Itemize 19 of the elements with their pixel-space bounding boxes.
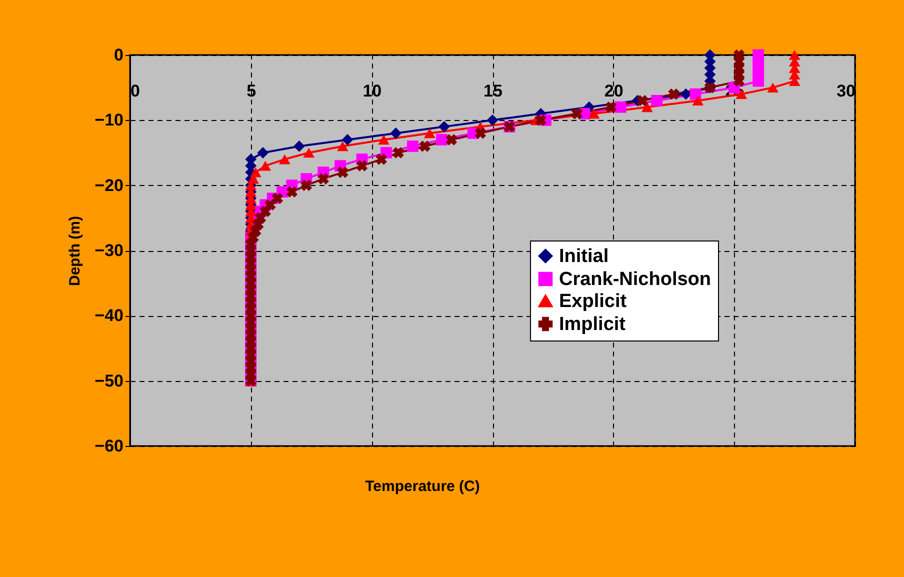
y-tick-label: −10 (94, 110, 124, 130)
x-tick-label: 0 (130, 82, 140, 100)
legend-label: Initial (559, 246, 609, 267)
y-tick-label: −30 (94, 241, 124, 260)
legend-label: Crank-Nicholson (559, 269, 712, 290)
y-tick-label: −20 (94, 176, 124, 195)
x-tick-label: 10 (362, 82, 382, 100)
y-tick-label: −60 (94, 436, 124, 456)
x-axis-title: Temperature (C) (365, 478, 480, 495)
legend-label: Explicit (559, 291, 628, 312)
x-tick-label: 15 (484, 82, 502, 100)
y-axis-title: Depth (m) (66, 216, 84, 286)
y-tick-label: −50 (94, 371, 124, 390)
x-tick-label: 5 (246, 82, 256, 100)
legend-label: Implicit (559, 314, 626, 335)
y-tick-label: 0 (114, 46, 124, 64)
y-tick-label: −40 (94, 306, 124, 326)
x-tick-label: 30 (836, 82, 856, 100)
x-tick-label: 20 (604, 82, 624, 100)
